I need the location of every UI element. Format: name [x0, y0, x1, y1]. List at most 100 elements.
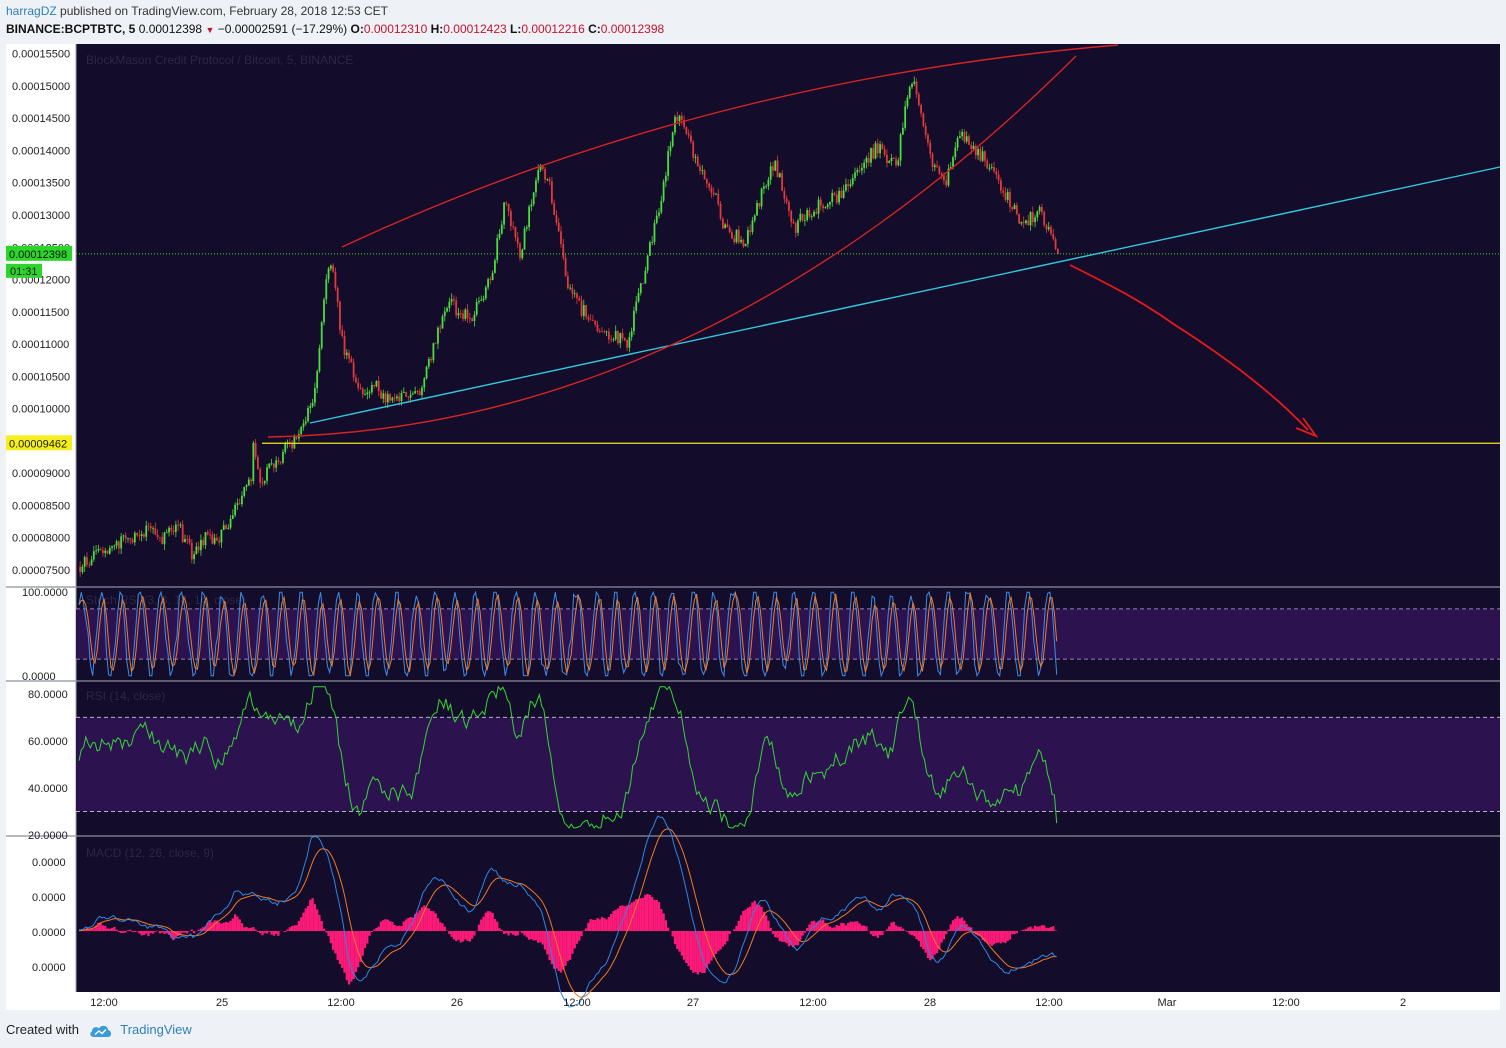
candle-body — [803, 220, 806, 221]
macd-hist-bar — [493, 919, 497, 931]
macd-hist-bar — [1013, 931, 1016, 935]
candle-body — [990, 167, 993, 168]
macd-hist-bar — [940, 931, 943, 943]
candle-body — [557, 222, 560, 232]
candle — [99, 547, 102, 551]
candle-body — [177, 524, 180, 526]
macd-hist-bar — [856, 921, 859, 931]
macd-hist-bar — [190, 929, 193, 931]
candle-body — [491, 272, 494, 281]
macd-hist-bar — [101, 925, 105, 931]
macd-hist-bar — [443, 926, 446, 931]
macd-hist-bar — [685, 931, 688, 963]
candle-body — [936, 165, 938, 167]
candle — [213, 533, 216, 545]
macd-hist-bar — [915, 931, 918, 940]
candle — [860, 163, 863, 175]
price-axis-tick: 0.00013500 — [12, 178, 70, 190]
candle — [797, 218, 799, 237]
candle — [981, 146, 984, 163]
tradingview-brand[interactable]: TradingView — [120, 1022, 192, 1037]
macd-hist-bar — [676, 931, 679, 949]
candle — [448, 297, 451, 312]
candle-body — [503, 202, 505, 225]
candle-body — [386, 394, 389, 403]
time-axis-tick: 2 — [1400, 997, 1406, 1009]
candle-body — [327, 268, 330, 280]
candle — [571, 284, 574, 300]
candle-body — [749, 230, 752, 232]
macd-title: MACD (12, 26, close, 9) — [86, 846, 214, 860]
macd-hist-bar — [1022, 929, 1025, 931]
candle — [1009, 187, 1011, 213]
macd-hist-bar — [790, 931, 793, 945]
macd-hist-bar — [774, 931, 777, 938]
candle-body — [473, 314, 476, 322]
candle — [817, 196, 820, 219]
candle-body — [699, 166, 701, 171]
candle-body — [901, 127, 904, 135]
candle-body — [368, 392, 371, 394]
candle — [660, 195, 663, 215]
macd-hist-bar — [352, 931, 355, 980]
candle — [703, 169, 706, 180]
macd-hist-bar — [885, 929, 889, 931]
macd-hist-bar — [835, 925, 838, 931]
macd-hist-bar — [1038, 926, 1041, 931]
author-name[interactable]: harragDZ — [6, 4, 57, 18]
candle-body — [352, 362, 355, 378]
candle-body — [382, 393, 385, 399]
candle — [560, 226, 562, 248]
macd-hist-bar — [995, 931, 998, 943]
candle — [1020, 221, 1023, 226]
candle-body — [817, 199, 820, 214]
candle — [480, 295, 483, 302]
candle — [92, 545, 95, 563]
candle — [701, 165, 704, 175]
candle — [115, 539, 118, 550]
macd-hist-bar — [849, 921, 852, 931]
candle — [833, 191, 836, 197]
macd-hist-bar — [120, 931, 123, 934]
macd-hist-bar — [496, 921, 499, 931]
macd-hist-bar — [172, 931, 175, 941]
candle — [642, 283, 644, 285]
macd-hist-bar — [635, 899, 638, 931]
macd-hist-bar — [174, 931, 177, 938]
macd-hist-bar — [564, 931, 567, 966]
candle-body — [569, 287, 572, 289]
candle — [414, 386, 417, 394]
candle-body — [799, 213, 802, 221]
candle — [316, 369, 319, 394]
candle — [120, 533, 123, 555]
candle-body — [339, 301, 341, 330]
candle-body — [323, 299, 325, 323]
candle — [505, 201, 508, 207]
candle-body — [576, 293, 578, 299]
candle — [375, 380, 378, 388]
candle — [735, 229, 738, 244]
macd-hist-bar — [249, 927, 253, 931]
candle-body — [1004, 192, 1007, 200]
macd-hist-bar — [767, 920, 770, 931]
macd-hist-bar — [252, 927, 255, 931]
macd-hist-bar — [199, 928, 203, 931]
macd-hist-bar — [530, 931, 533, 940]
macd-hist-bar — [254, 929, 257, 931]
candle — [117, 540, 120, 555]
macd-hist-bar — [391, 921, 394, 931]
candle — [382, 389, 385, 404]
candle-body — [838, 190, 840, 203]
macd-hist-bar — [942, 931, 946, 940]
macd-hist-bar — [436, 918, 440, 931]
candle — [450, 293, 453, 306]
candle — [874, 140, 877, 160]
candle — [947, 164, 950, 188]
candle-body — [806, 210, 809, 221]
macd-hist-bar — [514, 931, 517, 936]
candle — [313, 382, 316, 407]
chart-canvas[interactable]: 0.00015500 0.00015000 0.00014500 0.00014000… — [0, 42, 1506, 1012]
candle-body — [277, 460, 280, 463]
candle — [1050, 225, 1052, 237]
candle-body — [318, 348, 321, 372]
